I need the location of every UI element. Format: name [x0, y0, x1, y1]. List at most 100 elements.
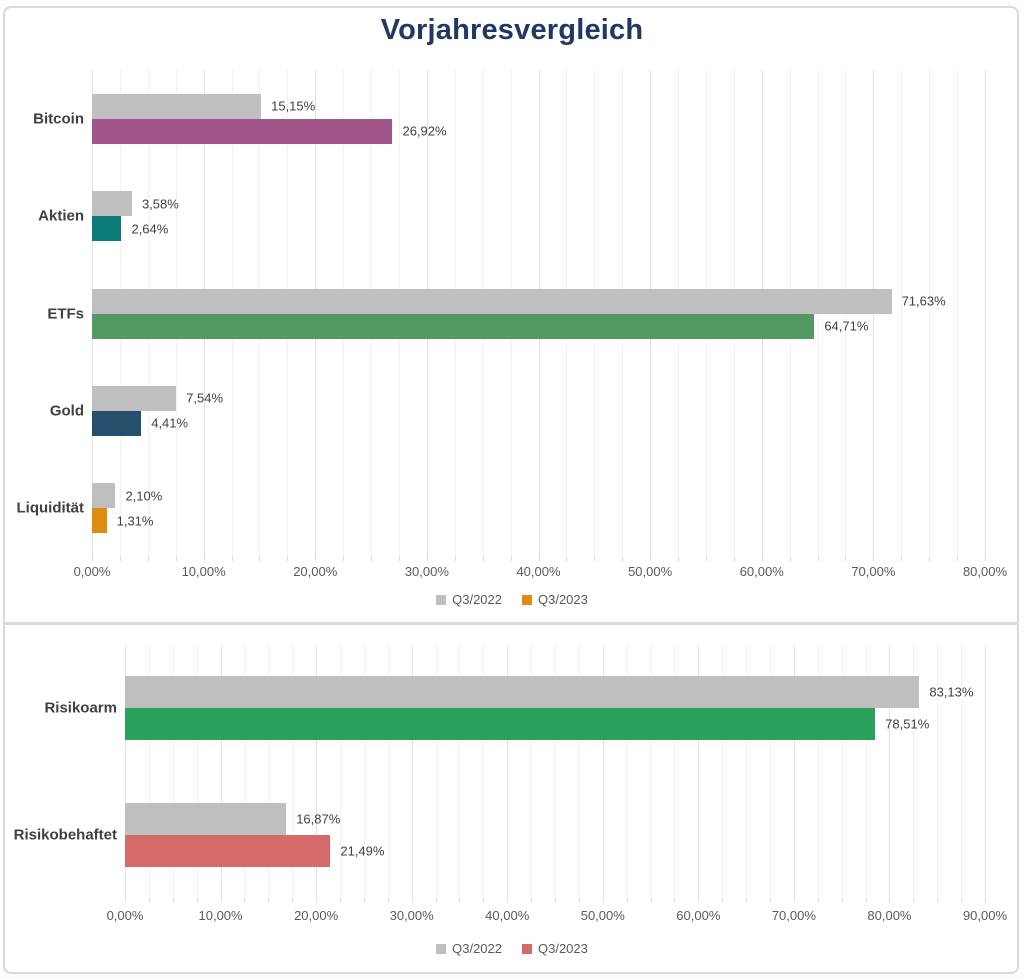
gridline-minor: [531, 645, 533, 898]
axis-tick: [845, 557, 847, 561]
value-label: 2,64%: [131, 221, 169, 237]
x-axis: 0,00% 10,00% 20,00% 30,00% 40,00% 50,00% 60,00…: [107, 906, 1007, 924]
axis-tick: [873, 557, 875, 561]
axis-tick: [761, 557, 763, 561]
gridline-minor: [483, 645, 485, 898]
gridline-major: [698, 645, 700, 898]
axis-tick: [125, 898, 126, 902]
gridline-minor: [459, 645, 461, 898]
axis-tick: [268, 898, 270, 902]
bar-q3-2022: [92, 191, 132, 217]
axis-tick: [148, 898, 150, 902]
gridline-minor: [913, 645, 915, 898]
axis-tick-label: 10,00%: [181, 564, 226, 579]
gridline-minor: [650, 645, 652, 898]
axis-tick: [566, 557, 568, 561]
gridline-minor: [845, 70, 847, 557]
bar-q3-2023: [125, 834, 331, 867]
value-label: 2,10%: [125, 488, 163, 504]
axis-tick: [315, 557, 317, 561]
axis-tick: [220, 898, 222, 902]
axis-tick: [650, 898, 652, 902]
axis-tick: [531, 898, 533, 902]
gridline-minor: [937, 645, 939, 898]
gridline-minor: [244, 645, 246, 898]
axis-tick: [985, 557, 986, 561]
axis-tick: [426, 557, 428, 561]
bar-q3-2023: [125, 708, 876, 741]
axis-tick-label: 70,00%: [851, 564, 896, 579]
value-label: 15,15%: [271, 98, 316, 114]
axis-tick: [454, 557, 456, 561]
value-label: 16,87%: [296, 811, 341, 827]
axis-tick: [985, 898, 986, 902]
category-label: Bitcoin: [33, 110, 84, 128]
category-axis: Risikoarm Risikobehaftet: [0, 645, 117, 898]
axis-tick-label: 30,00%: [404, 564, 449, 579]
legend-item: Q3/2022: [436, 941, 502, 956]
axis-tick: [119, 557, 121, 561]
axis-tick: [789, 557, 791, 561]
gridline-minor: [770, 645, 771, 898]
axis-tick: [746, 898, 748, 902]
axis-tick: [343, 557, 345, 561]
gridline-minor: [148, 645, 150, 898]
value-label: 71,63%: [901, 293, 946, 309]
axis-tick: [482, 557, 484, 561]
axis-tick: [578, 898, 580, 902]
axis-tick: [594, 557, 596, 561]
legend-swatch: [436, 594, 447, 605]
axis-tick: [287, 557, 289, 561]
gridline-minor: [340, 645, 341, 898]
gridline-major: [889, 645, 891, 898]
axis-tick: [459, 898, 461, 902]
axis-tick: [435, 898, 437, 902]
axis-tick: [889, 898, 891, 902]
gridline-minor: [555, 645, 556, 898]
value-label: 78,51%: [885, 716, 930, 732]
gridline-minor: [817, 645, 819, 898]
gridline-minor: [957, 70, 959, 557]
axis-tick-label: 30,00%: [389, 908, 434, 923]
gridline-minor: [817, 70, 819, 557]
panel-divider: [3, 622, 1019, 625]
axis-tick: [231, 557, 233, 561]
gridline-minor: [363, 645, 365, 898]
gridline-minor: [578, 645, 580, 898]
legend-item: Q3/2023: [522, 592, 588, 607]
gridline-minor: [268, 645, 270, 898]
axis-tick: [387, 898, 389, 902]
category-label: Liquidität: [16, 499, 85, 517]
legend-label: Q3/2023: [538, 592, 588, 607]
gridline-minor: [196, 645, 198, 898]
bar-q3-2022: [92, 385, 177, 411]
axis-tick: [175, 557, 177, 561]
legend-swatch: [436, 943, 447, 954]
axis-tick: [538, 557, 540, 561]
axis-tick: [510, 557, 512, 561]
legend-label: Q3/2023: [538, 941, 588, 956]
axis-tick: [817, 557, 819, 561]
legend-item: Q3/2022: [436, 592, 502, 607]
axis-tick-label: 0,00%: [106, 908, 144, 923]
axis-tick: [722, 898, 724, 902]
gridline-major: [125, 645, 126, 898]
axis-tick: [957, 557, 959, 561]
axis-tick: [371, 557, 373, 561]
chart-title: Vorjahresvergleich: [380, 14, 644, 46]
axis-tick-label: 90,00%: [962, 908, 1008, 923]
axis-tick: [678, 557, 680, 561]
value-label: 26,92%: [402, 123, 447, 139]
value-label: 3,58%: [141, 196, 179, 212]
axis-tick: [196, 898, 198, 902]
bar-q3-2023: [92, 410, 142, 436]
gridline-major: [793, 645, 795, 898]
value-label: 64,71%: [824, 318, 869, 334]
gridline-major: [507, 645, 509, 898]
gridline-minor: [172, 645, 174, 898]
axis-tick: [961, 898, 963, 902]
axis-tick-label: 40,00%: [516, 564, 561, 579]
bar-q3-2023: [92, 118, 393, 144]
bar-q3-2023: [92, 216, 122, 242]
axis-tick: [244, 898, 246, 902]
